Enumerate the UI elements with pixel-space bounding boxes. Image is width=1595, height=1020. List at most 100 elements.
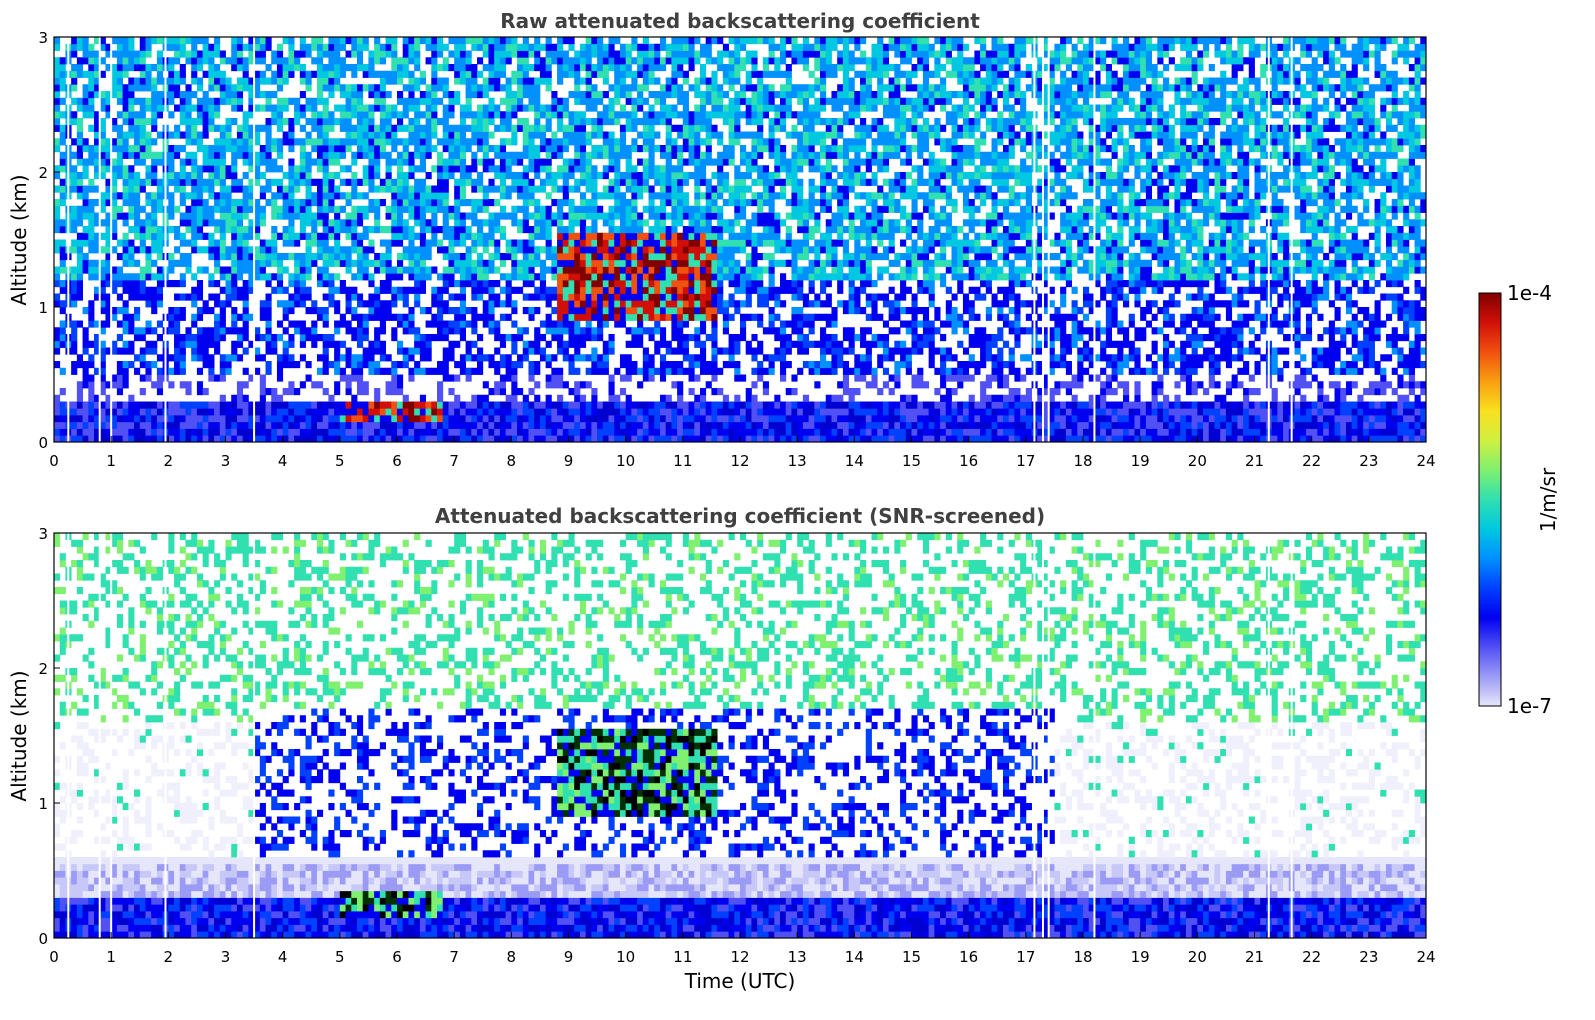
heatmap-cell — [328, 138, 335, 146]
heatmap-cell — [602, 421, 609, 429]
heatmap-cell — [391, 273, 398, 281]
heatmap-cell — [425, 104, 432, 112]
heatmap-cell — [408, 37, 415, 45]
heatmap-cell — [299, 77, 306, 85]
heatmap-cell — [385, 415, 392, 423]
heatmap-cell — [654, 313, 661, 321]
heatmap-cell — [145, 435, 152, 442]
heatmap-cell — [139, 145, 146, 153]
heatmap-cell — [659, 226, 667, 234]
heatmap-cell — [59, 266, 66, 274]
heatmap-cell — [71, 280, 78, 288]
heatmap-cell — [288, 118, 295, 126]
heatmap-cell — [591, 172, 598, 180]
heatmap-cell — [322, 435, 329, 442]
heatmap-cell — [111, 172, 118, 180]
heatmap-cell — [168, 37, 175, 45]
heatmap-cell — [385, 185, 392, 193]
heatmap-cell — [225, 253, 232, 261]
heatmap-cell — [311, 300, 318, 308]
heatmap-cell — [414, 131, 421, 139]
heatmap-cell — [265, 151, 272, 159]
heatmap-cell — [408, 84, 415, 92]
heatmap-cell — [397, 374, 404, 382]
heatmap-cell — [499, 178, 507, 186]
heatmap-cell — [99, 118, 106, 126]
heatmap-cell — [156, 300, 164, 308]
heatmap-cell — [271, 347, 278, 355]
heatmap-cell — [699, 415, 707, 423]
heatmap-cell — [677, 131, 684, 139]
heatmap-cell — [477, 286, 484, 294]
heatmap-cell — [534, 165, 541, 173]
heatmap-cell — [494, 428, 501, 436]
heatmap-cell — [431, 70, 438, 78]
heatmap-cell — [699, 313, 707, 321]
heatmap-cell — [305, 138, 312, 146]
heatmap-cell — [345, 145, 352, 153]
heatmap-cell — [231, 239, 238, 247]
heatmap-cell — [637, 415, 644, 423]
heatmap-cell — [236, 253, 244, 261]
heatmap-cell — [362, 138, 369, 146]
heatmap-cell — [242, 394, 249, 402]
heatmap-cell — [682, 401, 689, 409]
heatmap-cell — [316, 84, 324, 92]
heatmap-cell — [574, 57, 581, 65]
heatmap-cell — [145, 131, 152, 139]
heatmap-cell — [185, 212, 192, 220]
heatmap-cell — [425, 97, 432, 105]
heatmap-cell — [631, 340, 638, 348]
heatmap-cell — [694, 415, 701, 423]
heatmap-cell — [637, 212, 644, 220]
heatmap-cell — [574, 428, 581, 436]
heatmap-cell — [345, 307, 352, 315]
heatmap-cell — [648, 401, 655, 409]
heatmap-cell — [522, 84, 529, 92]
heatmap-cell — [156, 77, 164, 85]
heatmap-cell — [454, 361, 461, 369]
heatmap-cell — [568, 354, 575, 362]
heatmap-cell — [534, 57, 541, 65]
heatmap-cell — [545, 111, 552, 119]
heatmap-cell — [94, 394, 101, 402]
heatmap-cell — [477, 367, 484, 375]
heatmap-cell — [259, 239, 266, 247]
heatmap-cell — [214, 172, 221, 180]
heatmap-cell — [122, 178, 129, 186]
heatmap-cell — [179, 253, 186, 261]
heatmap-cell — [477, 347, 484, 355]
heatmap-cell — [562, 185, 569, 193]
heatmap-cell — [259, 205, 266, 213]
heatmap-cell — [116, 131, 123, 139]
heatmap-cell — [488, 421, 495, 429]
heatmap-cell — [208, 246, 215, 254]
heatmap-cell — [305, 205, 312, 213]
heatmap-cell — [168, 172, 175, 180]
heatmap-cell — [276, 361, 284, 369]
heatmap-cell — [488, 43, 495, 51]
heatmap-cell — [128, 43, 135, 51]
heatmap-cell — [345, 199, 352, 207]
heatmap-cell — [397, 124, 404, 132]
heatmap-cell — [619, 293, 627, 301]
heatmap-cell — [128, 253, 135, 261]
heatmap-cell — [517, 334, 524, 342]
heatmap-cell — [145, 37, 152, 45]
heatmap-cell — [574, 408, 581, 416]
heatmap-cell — [677, 97, 684, 105]
heatmap-cell — [454, 97, 461, 105]
heatmap-cell — [151, 97, 158, 105]
heatmap-cell — [174, 145, 181, 153]
heatmap-cell — [545, 104, 552, 112]
heatmap-cell — [459, 124, 466, 132]
heatmap-cell — [105, 273, 112, 281]
heatmap-cell — [368, 239, 375, 247]
heatmap-cell — [345, 347, 352, 355]
heatmap-cell — [276, 84, 284, 92]
heatmap-cell — [682, 57, 689, 65]
heatmap-cell — [54, 293, 61, 301]
heatmap-cell — [59, 226, 66, 234]
heatmap-cell — [99, 428, 106, 436]
heatmap-cell — [585, 334, 592, 342]
